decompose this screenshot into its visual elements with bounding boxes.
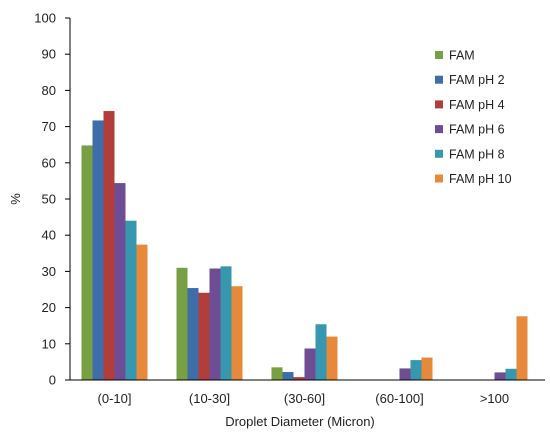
x-tick-label: (0-10] — [98, 391, 132, 406]
x-tick-label: (30-60] — [284, 391, 325, 406]
legend-swatch — [435, 75, 443, 84]
y-tick-label: 50 — [42, 192, 56, 207]
x-ticks-group: (0-10] (10-30] (30-60] (60-100] >100 — [98, 391, 510, 406]
legend-swatch — [435, 174, 443, 183]
bar-fam-ph-10-4 — [516, 316, 528, 380]
bar-fam-ph-10-3 — [421, 357, 433, 380]
legend-swatch — [435, 100, 443, 109]
x-tick-label: (60-100] — [375, 391, 423, 406]
y-tick-label: 10 — [42, 336, 56, 351]
legend-label: FAM pH 2 — [449, 73, 505, 87]
bars-group — [81, 111, 528, 381]
legend-swatch — [435, 149, 443, 158]
legend: FAM FAM pH 2 FAM pH 4 FAM pH 6 FAM pH 8 FAM p… — [435, 49, 512, 186]
y-tick-label: 20 — [42, 300, 56, 315]
bar-fam-ph-8-4 — [505, 368, 517, 380]
bar-fam-ph-4-1 — [198, 292, 210, 380]
bar-fam-ph-10-0 — [136, 244, 148, 380]
y-tick-label: 0 — [49, 373, 56, 388]
bar-fam-ph-8-2 — [315, 324, 327, 380]
x-tick-label: (10-30] — [189, 391, 230, 406]
y-tick-label: 70 — [42, 119, 56, 134]
bar-fam-ph-8-0 — [125, 220, 137, 380]
bar-fam-ph-8-3 — [410, 360, 422, 380]
bar-fam-ph-6-2 — [304, 348, 316, 380]
y-tick-label: 100 — [34, 11, 56, 26]
y-tick-label: 60 — [42, 155, 56, 170]
bar-fam-ph-2-2 — [282, 372, 294, 380]
bar-fam-ph-10-1 — [231, 286, 243, 380]
bar-fam-ph-2-0 — [92, 120, 104, 381]
bar-fam-ph-4-2 — [293, 377, 305, 380]
bar-fam-ph-10-2 — [326, 336, 338, 380]
y-ticks-group: 0 10 20 30 40 50 60 70 80 90 100 — [34, 11, 70, 388]
legend-label: FAM pH 8 — [449, 147, 505, 161]
legend-label: FAM pH 4 — [449, 98, 505, 112]
bar-fam-ph-4-0 — [103, 111, 115, 380]
x-axis-title: Droplet Diameter (Micron) — [225, 414, 375, 429]
x-tick-label: >100 — [480, 391, 509, 406]
bar-fam-1 — [176, 267, 188, 380]
legend-swatch — [435, 125, 443, 134]
bar-fam-ph-6-4 — [494, 372, 506, 380]
bar-fam-ph-2-1 — [187, 288, 199, 380]
legend-label: FAM pH 6 — [449, 123, 505, 137]
y-tick-label: 90 — [42, 47, 56, 62]
bar-fam-ph-8-1 — [220, 266, 232, 380]
y-tick-label: 30 — [42, 264, 56, 279]
legend-swatch — [435, 51, 443, 59]
y-tick-label: 80 — [42, 83, 56, 98]
y-tick-label: 40 — [42, 228, 56, 243]
bar-fam-2 — [271, 367, 283, 380]
bar-fam-ph-6-1 — [209, 268, 221, 380]
legend-label: FAM — [449, 49, 475, 63]
bar-fam-ph-6-0 — [114, 183, 126, 380]
legend-label: FAM pH 10 — [449, 172, 512, 186]
bar-fam-0 — [81, 145, 93, 380]
y-axis-title: % — [8, 193, 23, 205]
bar-fam-ph-6-3 — [399, 368, 411, 380]
